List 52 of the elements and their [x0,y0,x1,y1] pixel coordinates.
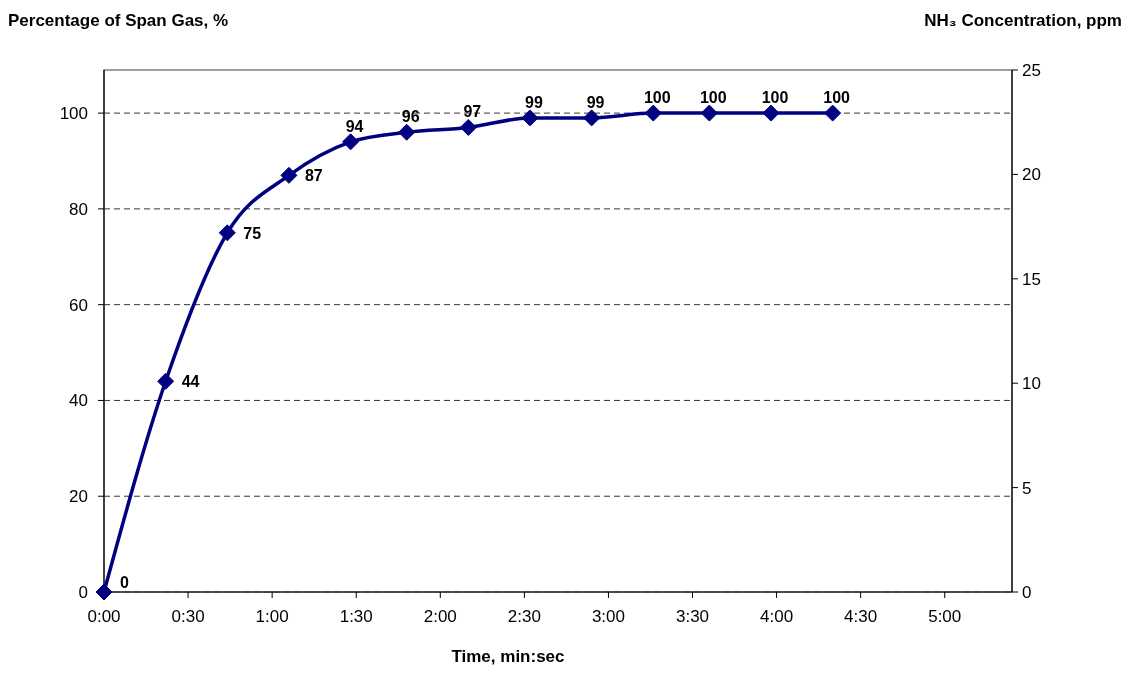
data-label: 99 [525,93,543,111]
data-label: 100 [643,89,671,107]
x-tick-label: 0:00 [87,607,121,626]
y2-tick-label: 10 [1022,374,1041,394]
y2-tick-label: 20 [1022,165,1041,185]
point [644,104,662,122]
point [459,118,477,136]
x-axis-title: Time, min:sec [451,647,565,666]
data-label: 94 [345,117,364,135]
y2-tick-label: 15 [1022,269,1041,289]
data-label: 75 [243,224,262,242]
y-axis-title: Percentage of Span Gas, % [8,11,229,30]
point [521,109,539,127]
y-tick-label: 60 [69,295,88,315]
point [95,583,113,601]
point [824,104,842,122]
x-tick-label: 1:30 [339,607,373,626]
y2-tick-label: 5 [1022,478,1032,498]
y-tick-label: 0 [78,583,88,602]
point [157,372,175,390]
data-label: 99 [586,93,605,111]
x-tick-label: 3:00 [591,607,625,626]
x-tick-label: 1:00 [255,607,289,626]
y2-tick-label: 25 [1022,61,1041,80]
y-tick-label: 40 [69,391,88,411]
point [762,104,780,122]
data-label: 44 [181,373,200,391]
point [700,104,718,122]
x-tick-label: 2:00 [423,607,457,626]
x-tick-label: 0:30 [171,607,205,626]
y-tick-label: 100 [59,104,88,124]
point [583,109,601,127]
x-tick-label: 4:30 [844,607,878,626]
point [342,133,360,151]
x-tick-label: 2:30 [507,607,541,626]
x-tick-label: 4:00 [760,607,794,626]
y2-tick-label: 0 [1022,583,1032,602]
data-label: 100 [761,89,789,107]
data-label: 87 [304,167,323,185]
point [280,166,298,184]
y2-axis-title: NH₃ Concentration, ppm [924,11,1122,30]
x-tick-label: 5:00 [928,607,962,626]
data-label: 100 [699,89,727,107]
data-label: 97 [463,103,482,121]
point [218,224,236,242]
y-tick-label: 20 [69,487,88,507]
data-label: 100 [823,89,851,107]
data-label: 96 [401,108,420,126]
y-tick-label: 80 [69,199,88,219]
data-label: 0 [120,574,129,591]
x-tick-label: 3:30 [675,607,710,626]
point [398,123,416,141]
